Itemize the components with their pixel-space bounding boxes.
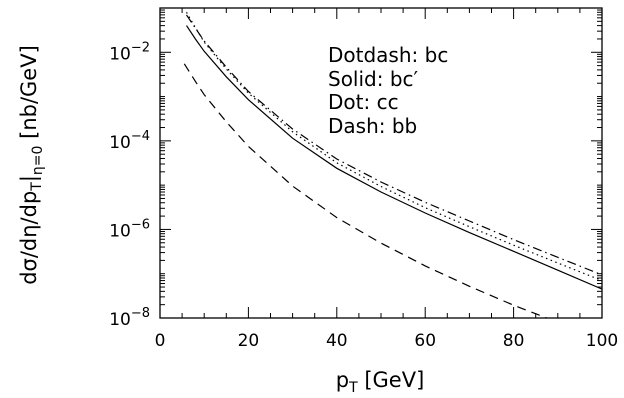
series-line-dotdash	[186, 14, 602, 276]
legend-entry-dotdash: Dotdash: bc	[328, 43, 448, 67]
legend-entry-dash: Dash: bb	[328, 114, 417, 138]
x-tick-labels: 0 20 40 60 80 100	[155, 331, 619, 351]
y-tick-labels: 10−8 10−6 10−4 10−2	[109, 40, 150, 330]
series-lines	[183, 11, 602, 318]
series-line-solid	[186, 25, 602, 290]
x-tick-label: 0	[155, 331, 166, 351]
series-line-dot	[185, 11, 602, 282]
x-axis-label: pT [GeV]	[336, 368, 425, 396]
x-tick-label: 80	[503, 331, 525, 351]
legend-entry-dot: Dot: cc	[328, 90, 399, 114]
y-tick-label: 10−4	[109, 129, 150, 153]
x-tick-label: 40	[326, 331, 348, 351]
x-tick-label: 20	[238, 331, 260, 351]
axis-ticks	[159, 7, 603, 319]
legend: Dotdash: bc Solid: bc′ Dot: cc Dash: bb	[328, 43, 448, 138]
x-tick-label: 60	[414, 331, 436, 351]
y-tick-label: 10−8	[109, 306, 150, 330]
y-tick-label: 10−2	[109, 40, 150, 64]
series-line-dash	[183, 63, 549, 318]
y-tick-label: 10−6	[109, 217, 150, 241]
y-axis-label: dσ/dη/dpT|η=0 [nb/GeV]	[17, 45, 46, 285]
legend-entry-solid: Solid: bc′	[328, 67, 419, 91]
x-tick-label: 100	[586, 331, 618, 351]
